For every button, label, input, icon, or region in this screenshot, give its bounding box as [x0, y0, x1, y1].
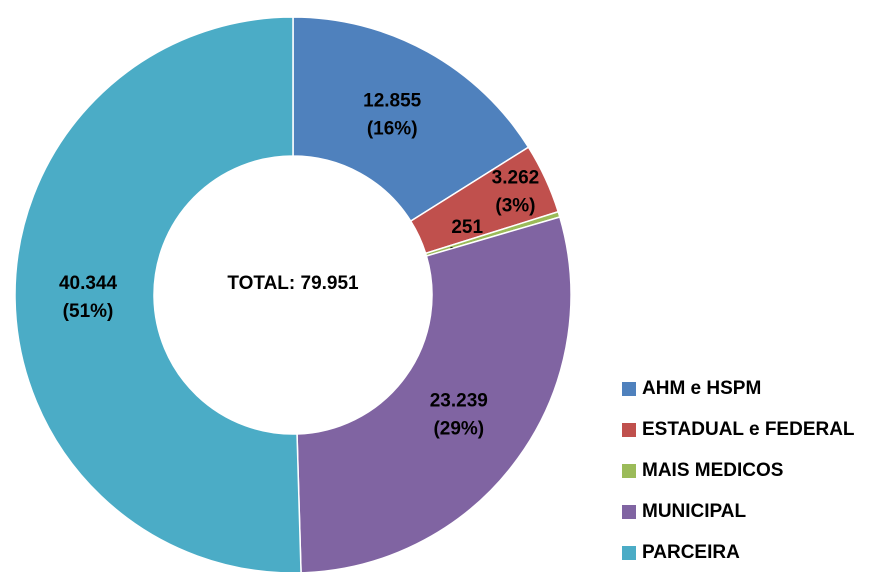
value-label: 3.262: [492, 167, 540, 188]
legend-swatch: [622, 546, 636, 560]
donut-slice: [296, 216, 572, 572]
center-label: TOTAL: 79.951: [227, 273, 359, 294]
donut-slice: [292, 16, 530, 223]
value-label: 23.239: [430, 391, 488, 412]
value-label: 251: [451, 217, 483, 238]
legend-label: MUNICIPAL: [642, 501, 747, 522]
percent-label: (16%): [367, 119, 418, 140]
legend-swatch: [622, 505, 636, 519]
legend-swatch: [622, 382, 636, 396]
legend-label: AHM e HSPM: [642, 378, 761, 399]
percent-label: (3%): [495, 195, 535, 216]
percent-label: (29%): [433, 419, 484, 440]
legend-swatch: [622, 423, 636, 437]
value-label: 40.344: [59, 273, 118, 294]
donut-slice: [14, 16, 302, 572]
legend-label: PARCEIRA: [642, 542, 740, 563]
legend-label: ESTADUAL e FEDERAL: [642, 419, 855, 440]
value-label: 12.855: [363, 91, 422, 112]
legend-label: MAIS MEDICOS: [642, 460, 783, 481]
percent-label: (51%): [63, 301, 114, 322]
legend-swatch: [622, 464, 636, 478]
